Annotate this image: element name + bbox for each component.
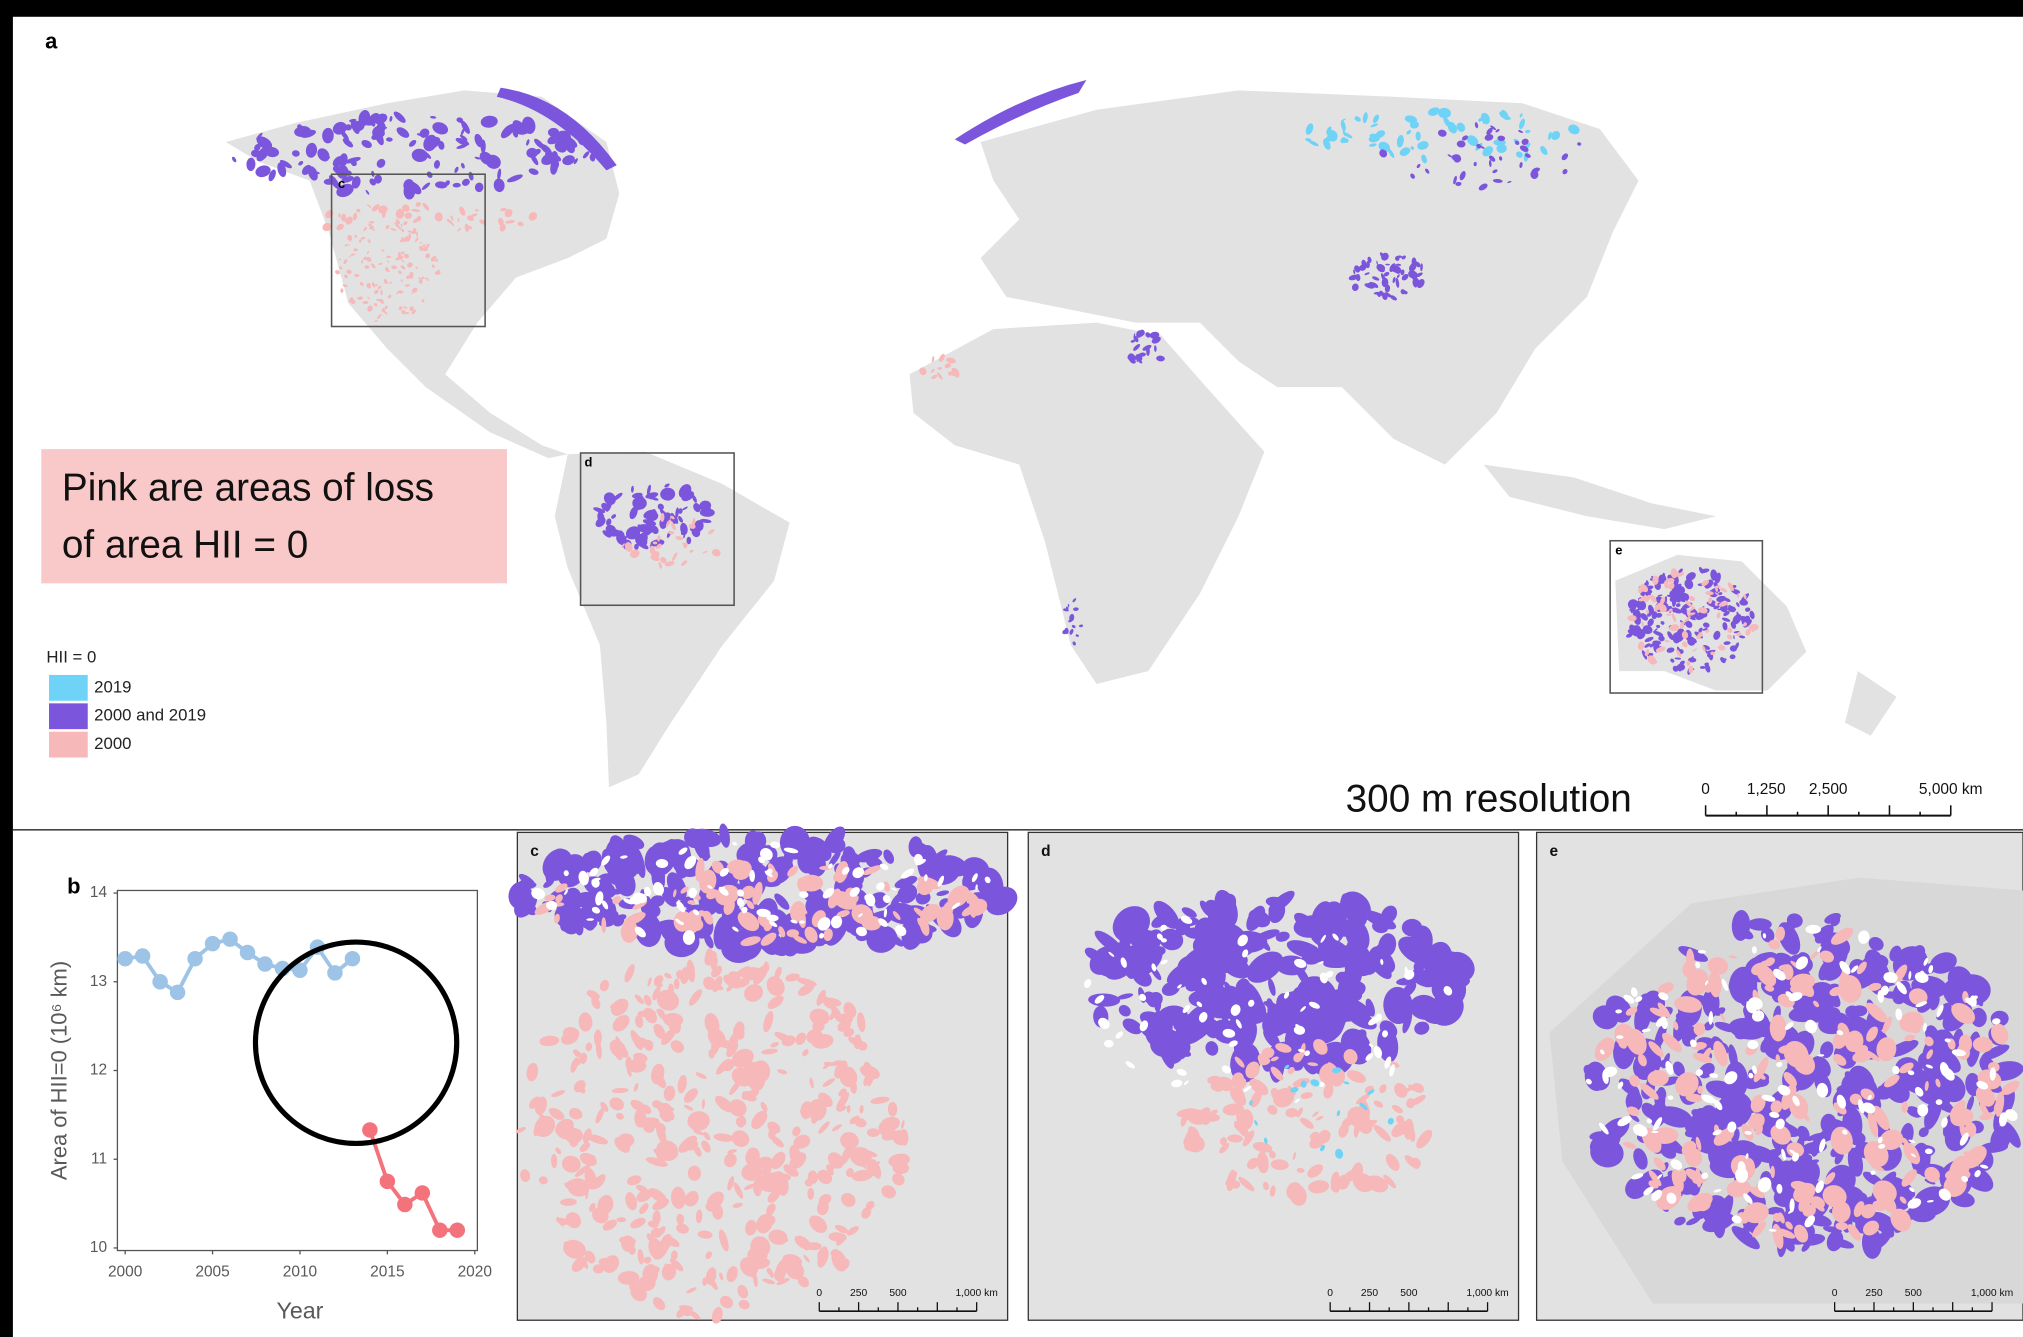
annotation-text: Pink are areas of loss bbox=[62, 467, 434, 510]
panel-label: c bbox=[530, 843, 539, 860]
y-tick-label: 13 bbox=[90, 973, 107, 990]
data-point bbox=[380, 1174, 395, 1189]
cover-patch bbox=[867, 1128, 880, 1137]
scale-label: 0 bbox=[1701, 781, 1710, 798]
x-tick-label: 2000 bbox=[108, 1264, 142, 1281]
scale-label: 1,000 km bbox=[1466, 1288, 1508, 1299]
x-axis-label: Year bbox=[277, 1298, 324, 1324]
box-label: e bbox=[1615, 542, 1622, 557]
data-point bbox=[170, 985, 185, 1000]
panel-label: e bbox=[1550, 843, 1559, 860]
x-tick-label: 2010 bbox=[283, 1264, 317, 1281]
data-point bbox=[432, 1222, 447, 1237]
y-tick-label: 10 bbox=[90, 1239, 107, 1256]
x-tick-label: 2005 bbox=[195, 1264, 229, 1281]
data-point bbox=[257, 956, 272, 971]
legend-swatch bbox=[49, 675, 88, 701]
panel-label: b bbox=[67, 874, 80, 899]
cover-patch bbox=[1717, 609, 1721, 611]
y-axis-label: Area of HII=0 (10⁶ km) bbox=[46, 961, 71, 1180]
data-point bbox=[345, 951, 360, 966]
scale-label: 0 bbox=[1832, 1288, 1838, 1299]
data-point bbox=[222, 931, 237, 946]
cover-patch bbox=[1666, 614, 1672, 616]
page: a c d e Pink are areas of loss of area H… bbox=[0, 0, 2023, 1337]
legend-swatch bbox=[49, 703, 88, 729]
box-label: d bbox=[584, 455, 592, 470]
cover-patch bbox=[340, 288, 343, 292]
scale-label: 250 bbox=[850, 1288, 867, 1299]
scale-label: 250 bbox=[1865, 1288, 1882, 1299]
scale-label: 0 bbox=[1327, 1288, 1333, 1299]
data-point bbox=[397, 1197, 412, 1212]
panel-label: a bbox=[45, 28, 58, 53]
panel-label: d bbox=[1041, 843, 1050, 860]
cover-patch bbox=[617, 1133, 634, 1147]
scale-label: 500 bbox=[889, 1288, 906, 1299]
data-point bbox=[240, 945, 255, 960]
data-point bbox=[362, 1122, 377, 1137]
inset-panel: d 0 250 500 1,000 km bbox=[1028, 832, 1518, 1320]
cover-patch bbox=[634, 1109, 646, 1128]
scale-label: 500 bbox=[1400, 1288, 1417, 1299]
scale-label: 1,000 km bbox=[955, 1288, 997, 1299]
data-point bbox=[205, 936, 220, 951]
inset-panel: e 0 250 500 1,000 km bbox=[1537, 832, 2023, 1320]
legend-title: HII = 0 bbox=[46, 648, 96, 667]
data-point bbox=[415, 1185, 430, 1200]
cover-patch bbox=[345, 124, 352, 130]
y-tick-label: 14 bbox=[90, 884, 108, 901]
cover-patch bbox=[1068, 604, 1070, 607]
scale-label: 2,500 bbox=[1809, 781, 1848, 798]
scale-label: 0 bbox=[816, 1288, 822, 1299]
inset-panel: c 0 250 500 1,000 km bbox=[506, 823, 1023, 1325]
legend-swatch bbox=[49, 732, 88, 758]
cover-patch bbox=[807, 1188, 814, 1200]
y-tick-label: 12 bbox=[90, 1062, 107, 1079]
cover-patch bbox=[416, 232, 418, 237]
cover-patch bbox=[1805, 925, 1820, 934]
data-point bbox=[327, 965, 342, 980]
data-point bbox=[450, 1222, 465, 1237]
x-tick-label: 2020 bbox=[458, 1264, 492, 1281]
box-label: c bbox=[338, 176, 345, 191]
scale-label: 250 bbox=[1361, 1288, 1378, 1299]
data-point bbox=[135, 948, 150, 963]
data-point bbox=[117, 951, 132, 966]
figure: a c d e Pink are areas of loss of area H… bbox=[0, 0, 2023, 1337]
x-tick-label: 2015 bbox=[370, 1264, 404, 1281]
y-tick-label: 11 bbox=[91, 1150, 107, 1167]
legend-label: 2000 and 2019 bbox=[94, 706, 206, 725]
legend-label: 2019 bbox=[94, 677, 131, 696]
data-point bbox=[152, 974, 167, 989]
annotation-text: of area HII = 0 bbox=[62, 523, 308, 566]
insets: c 0 250 500 1,000 km d 0 250 500 1,000 km e 0 250 500… bbox=[506, 823, 2023, 1325]
legend-label: 2000 bbox=[94, 734, 131, 753]
scale-label: 1,250 bbox=[1747, 781, 1786, 798]
cover-patch bbox=[1651, 1131, 1658, 1133]
scale-label: 500 bbox=[1905, 1288, 1922, 1299]
scale-label: 5,000 km bbox=[1919, 781, 1983, 798]
cover-patch bbox=[799, 875, 823, 892]
resolution-note: 300 m resolution bbox=[1346, 778, 1632, 821]
data-point bbox=[187, 951, 202, 966]
scale-label: 1,000 km bbox=[1971, 1288, 2013, 1299]
